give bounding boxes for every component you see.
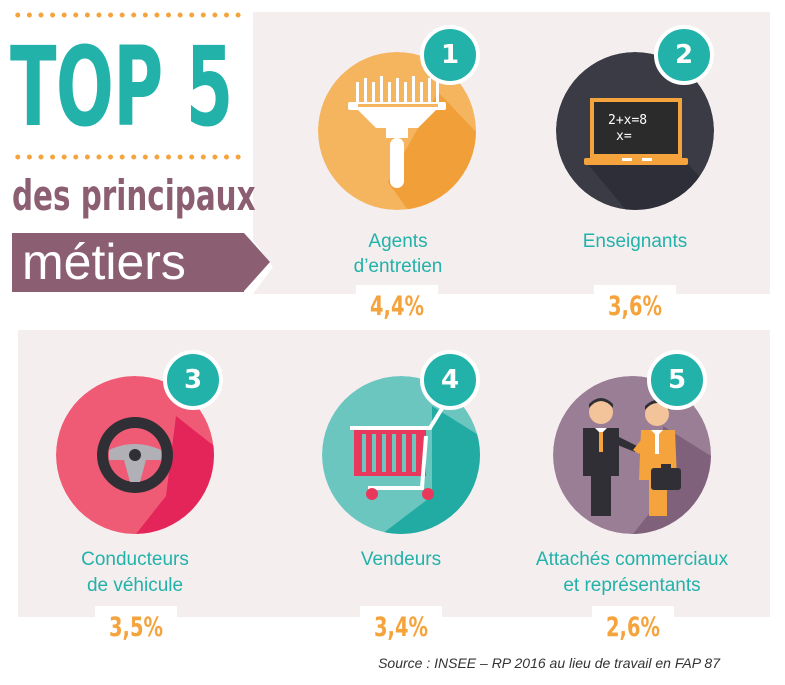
- job-label-2-line-1: Enseignants: [582, 231, 688, 252]
- subtitle-line-1: des principaux: [12, 171, 256, 220]
- percent-5: 2,6%: [606, 612, 660, 643]
- chalkboard-text-line-1: 2+x=8: [608, 113, 647, 128]
- handshake-businessmen-icon: [553, 376, 711, 534]
- percent-box-3: 3,5%: [95, 606, 177, 650]
- subtitle-banner: métiers: [12, 233, 270, 292]
- job-label-4-line-1: Vendeurs: [360, 549, 442, 570]
- percent-box-4: 3,4%: [360, 606, 442, 650]
- rank-badge-4: 4: [420, 350, 480, 410]
- job-label-1-line-2: d’entretien: [353, 256, 443, 277]
- page-title: TOP 5: [10, 23, 233, 151]
- percent-box-2: 3,6%: [594, 285, 676, 329]
- rank-badge-1: 1: [420, 25, 480, 85]
- blackboard-laptop-icon: 2+x=8 x=: [556, 52, 714, 210]
- chalkboard-text-line-2: x=: [616, 129, 632, 144]
- percent-4: 3,4%: [374, 612, 428, 643]
- job-label-5-line-2: et représentants: [563, 575, 701, 596]
- rank-badge-2: 2: [654, 25, 714, 85]
- percent-1: 4,4%: [370, 291, 424, 322]
- dotted-divider-top: [12, 12, 244, 18]
- job-label-5-line-1: Attachés commerciaux: [535, 549, 729, 570]
- percent-2: 3,6%: [608, 291, 662, 322]
- steering-wheel-icon: [56, 376, 214, 534]
- job-label-1-line-1: Agents: [368, 231, 428, 252]
- window-squeegee-icon: [318, 52, 476, 210]
- shopping-cart-icon: [322, 376, 480, 534]
- rank-badge-3: 3: [163, 350, 223, 410]
- job-label-3-line-1: Conducteurs: [81, 549, 189, 570]
- subtitle-line-2: métiers: [22, 234, 186, 290]
- percent-3: 3,5%: [109, 612, 163, 643]
- dotted-divider-bottom: [12, 154, 244, 160]
- percent-box-1: 4,4%: [356, 285, 438, 329]
- rank-badge-5: 5: [647, 350, 707, 410]
- percent-box-5: 2,6%: [592, 606, 674, 650]
- source-note: Source : INSEE – RP 2016 au lieu de trav…: [378, 655, 720, 671]
- job-label-3-line-2: de véhicule: [86, 575, 184, 596]
